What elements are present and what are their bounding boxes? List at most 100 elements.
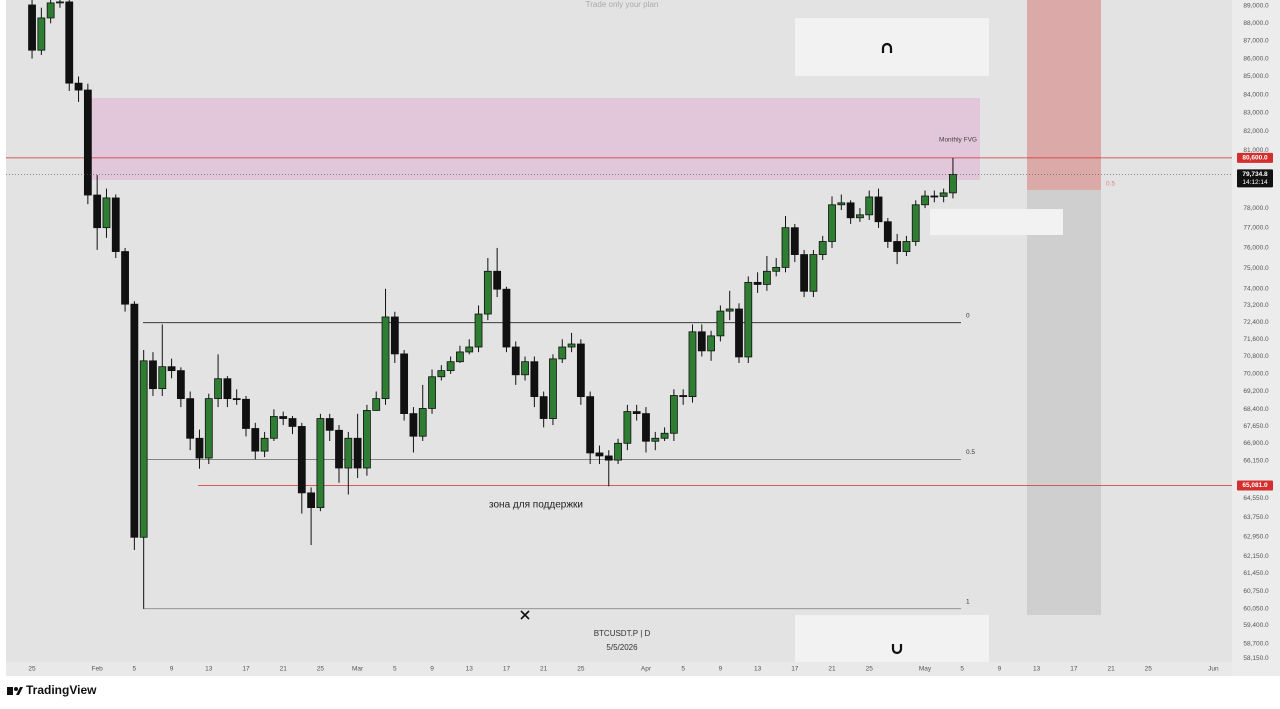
fib-label: 0.5 <box>966 449 975 456</box>
candle-body <box>139 360 148 538</box>
y-tick-label: 87,000.0 <box>1243 38 1269 45</box>
candle-body <box>669 395 678 434</box>
candle-body <box>418 408 427 437</box>
x-tick-label: 25 <box>577 666 585 673</box>
candle-body <box>949 174 957 194</box>
x-tick-label: 9 <box>430 666 434 673</box>
candle-body <box>372 398 381 411</box>
target-zone <box>1027 190 1101 615</box>
magnet-icon <box>891 644 903 655</box>
x-tick-label: 25 <box>317 666 325 673</box>
x-tick-label: 25 <box>866 666 874 673</box>
x-tick-label: Jun <box>1208 666 1219 673</box>
x-tick-label: 13 <box>205 666 213 673</box>
y-tick-label: 66,900.0 <box>1243 440 1269 447</box>
x-tick-label: 5 <box>681 666 685 673</box>
candle-body <box>297 426 306 494</box>
candle-body <box>837 202 846 206</box>
candle-body <box>874 196 883 223</box>
y-tick-label: 77,000.0 <box>1243 225 1269 232</box>
candle-body <box>363 410 371 469</box>
candle-body <box>56 1 64 4</box>
candle-body <box>269 416 278 439</box>
x-tick-label: 17 <box>791 666 799 673</box>
y-tick-label: 62,950.0 <box>1243 533 1269 540</box>
last-price-label: 79,734.8 <box>1242 171 1268 178</box>
candle-body <box>790 227 799 255</box>
candle-body <box>474 313 483 348</box>
x-tick-label: 21 <box>828 666 836 673</box>
candle-body <box>818 241 827 255</box>
watermark: Trade only your plan <box>586 0 659 9</box>
candle-body <box>46 2 55 19</box>
candle-body <box>893 241 902 252</box>
x-tick-label: 5 <box>960 666 964 673</box>
fib-label: 0 <box>966 312 970 319</box>
candle-body <box>158 366 167 390</box>
price-tag-label: 80,600.0 <box>1242 155 1268 162</box>
candle-body <box>102 197 111 229</box>
candle-body <box>204 398 213 459</box>
y-tick-label: 59,400.0 <box>1243 622 1269 629</box>
candle-body <box>604 455 613 461</box>
y-tick-label: 84,000.0 <box>1243 91 1269 98</box>
x-marker <box>520 610 530 620</box>
x-tick-label: 9 <box>719 666 723 673</box>
candle-body <box>446 361 455 372</box>
candle-body <box>595 452 604 457</box>
y-tick-label: 82,000.0 <box>1243 128 1269 135</box>
candle-body <box>921 195 929 206</box>
target-label: 0.5 <box>1106 181 1115 188</box>
candle-body <box>502 288 511 348</box>
candle-body <box>883 221 892 242</box>
candle-body <box>214 378 222 400</box>
price-tag-label: 65,081.0 <box>1242 482 1268 489</box>
candle-body <box>763 270 771 285</box>
x-tick-label: 21 <box>540 666 548 673</box>
y-tick-label: 61,450.0 <box>1243 570 1269 577</box>
candle-body <box>856 214 864 219</box>
time-axis <box>6 662 1232 676</box>
candle-body <box>167 366 176 372</box>
y-tick-label: 83,000.0 <box>1243 110 1269 117</box>
candle-body <box>409 413 418 437</box>
candle-body <box>74 82 83 91</box>
candle-body <box>725 308 734 312</box>
candle-body <box>846 202 855 219</box>
x-tick-label: Mar <box>352 666 364 673</box>
symbol-label: BTCUSDT.P | D <box>594 629 651 638</box>
candle-body <box>660 432 669 439</box>
x-tick-label: 25 <box>28 666 36 673</box>
magnet-icon <box>881 42 893 53</box>
candle-body <box>83 89 92 196</box>
x-tick-label: 25 <box>1145 666 1153 673</box>
candle-body <box>260 437 269 452</box>
zone-label: зона для поддержки <box>489 500 583 511</box>
y-tick-label: 58,150.0 <box>1243 655 1269 662</box>
candle-body <box>902 241 911 252</box>
x-tick-label: 5 <box>393 666 397 673</box>
x-tick-label: Feb <box>92 666 104 673</box>
candle-body <box>586 396 595 454</box>
candle-body <box>121 251 129 305</box>
candle-body <box>130 303 139 538</box>
candle-body <box>828 204 836 242</box>
candle-body <box>279 416 288 419</box>
candle-body <box>911 204 920 242</box>
x-tick-label: 5 <box>133 666 137 673</box>
y-tick-label: 62,150.0 <box>1243 553 1269 560</box>
candle-body <box>307 492 316 509</box>
y-tick-label: 76,000.0 <box>1243 245 1269 252</box>
y-tick-label: 73,200.0 <box>1243 302 1269 309</box>
candle-body <box>530 361 539 398</box>
candle-body <box>697 331 706 352</box>
x-tick-label: 17 <box>1070 666 1078 673</box>
y-tick-label: 75,000.0 <box>1243 265 1269 272</box>
y-tick-label: 85,000.0 <box>1243 73 1269 80</box>
candle-body <box>493 270 502 290</box>
y-tick-label: 64,550.0 <box>1243 495 1269 502</box>
candle-body <box>707 335 715 352</box>
candle-body <box>642 413 650 442</box>
